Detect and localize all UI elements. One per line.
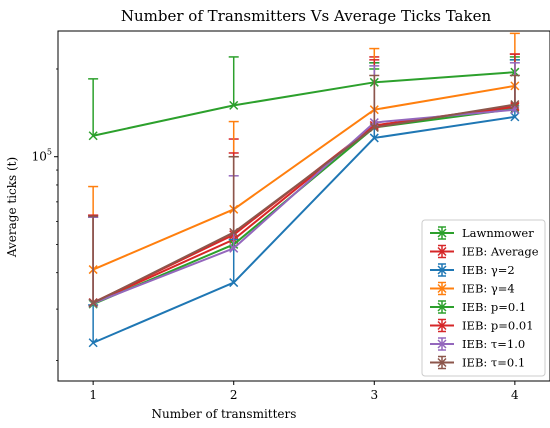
legend-item: IEB: γ=2 [430, 263, 515, 277]
legend-marker [437, 265, 447, 275]
plot-area [57, 30, 550, 382]
legend-marker [437, 302, 447, 312]
legend-label: Lawnmower [462, 226, 534, 240]
y-axis: 105 [32, 68, 58, 361]
series-line [92, 103, 516, 304]
legend-item: Lawnmower [430, 226, 534, 240]
series-line [92, 115, 516, 344]
legend-marker [437, 339, 447, 349]
data-point [88, 338, 98, 348]
data-point [88, 298, 98, 308]
x-tick-label: 4 [511, 388, 519, 402]
y-tick-label: 105 [32, 148, 52, 164]
data-point [229, 278, 239, 288]
series-line [92, 71, 515, 137]
series-7 [88, 74, 520, 308]
y-axis-label: Average ticks (t) [5, 157, 19, 258]
x-tick-label: 1 [89, 388, 97, 402]
legend: Lawnmower IEB: Average IEB: γ=2 IEB: γ=4 IEB… [421, 219, 546, 377]
data-point [229, 227, 239, 237]
data-point [88, 131, 98, 141]
legend-marker [437, 357, 447, 368]
legend-label: IEB: Average [462, 245, 539, 259]
series-line [92, 84, 516, 271]
x-tick-label: 2 [230, 388, 238, 402]
legend-marker [437, 283, 447, 294]
legend-marker [437, 320, 447, 331]
legend-item: IEB: τ=0.1 [430, 356, 525, 370]
series-layer [88, 32, 520, 348]
legend-label: IEB: τ=1.0 [462, 337, 525, 351]
data-point [510, 112, 520, 122]
data-point [510, 100, 520, 110]
data-point [229, 100, 239, 110]
legend-label: IEB: γ=4 [462, 282, 515, 296]
data-point [369, 122, 379, 132]
data-point [369, 133, 379, 143]
x-axis-label: Number of transmitters [152, 407, 297, 421]
legend-item: IEB: Average [430, 245, 539, 259]
legend-item: IEB: γ=4 [430, 282, 515, 296]
legend-item: IEB: τ=1.0 [430, 337, 525, 351]
legend-marker [437, 246, 447, 257]
legend-label: IEB: p=0.1 [462, 300, 526, 314]
legend-label: IEB: τ=0.1 [462, 356, 525, 370]
data-point [229, 243, 239, 253]
legend-item: IEB: p=0.1 [430, 300, 526, 314]
x-tick-label: 3 [370, 388, 378, 402]
legend-label: IEB: γ=2 [462, 263, 515, 277]
chart-title: Number of Transmitters Vs Average Ticks … [121, 7, 492, 25]
legend-box [421, 219, 546, 377]
series-0 [88, 56, 520, 141]
legend-item: IEB: p=0.01 [430, 319, 534, 333]
x-axis: 1 2 3 4 [89, 381, 519, 402]
legend-marker [437, 228, 447, 238]
legend-label: IEB: p=0.01 [462, 319, 534, 333]
